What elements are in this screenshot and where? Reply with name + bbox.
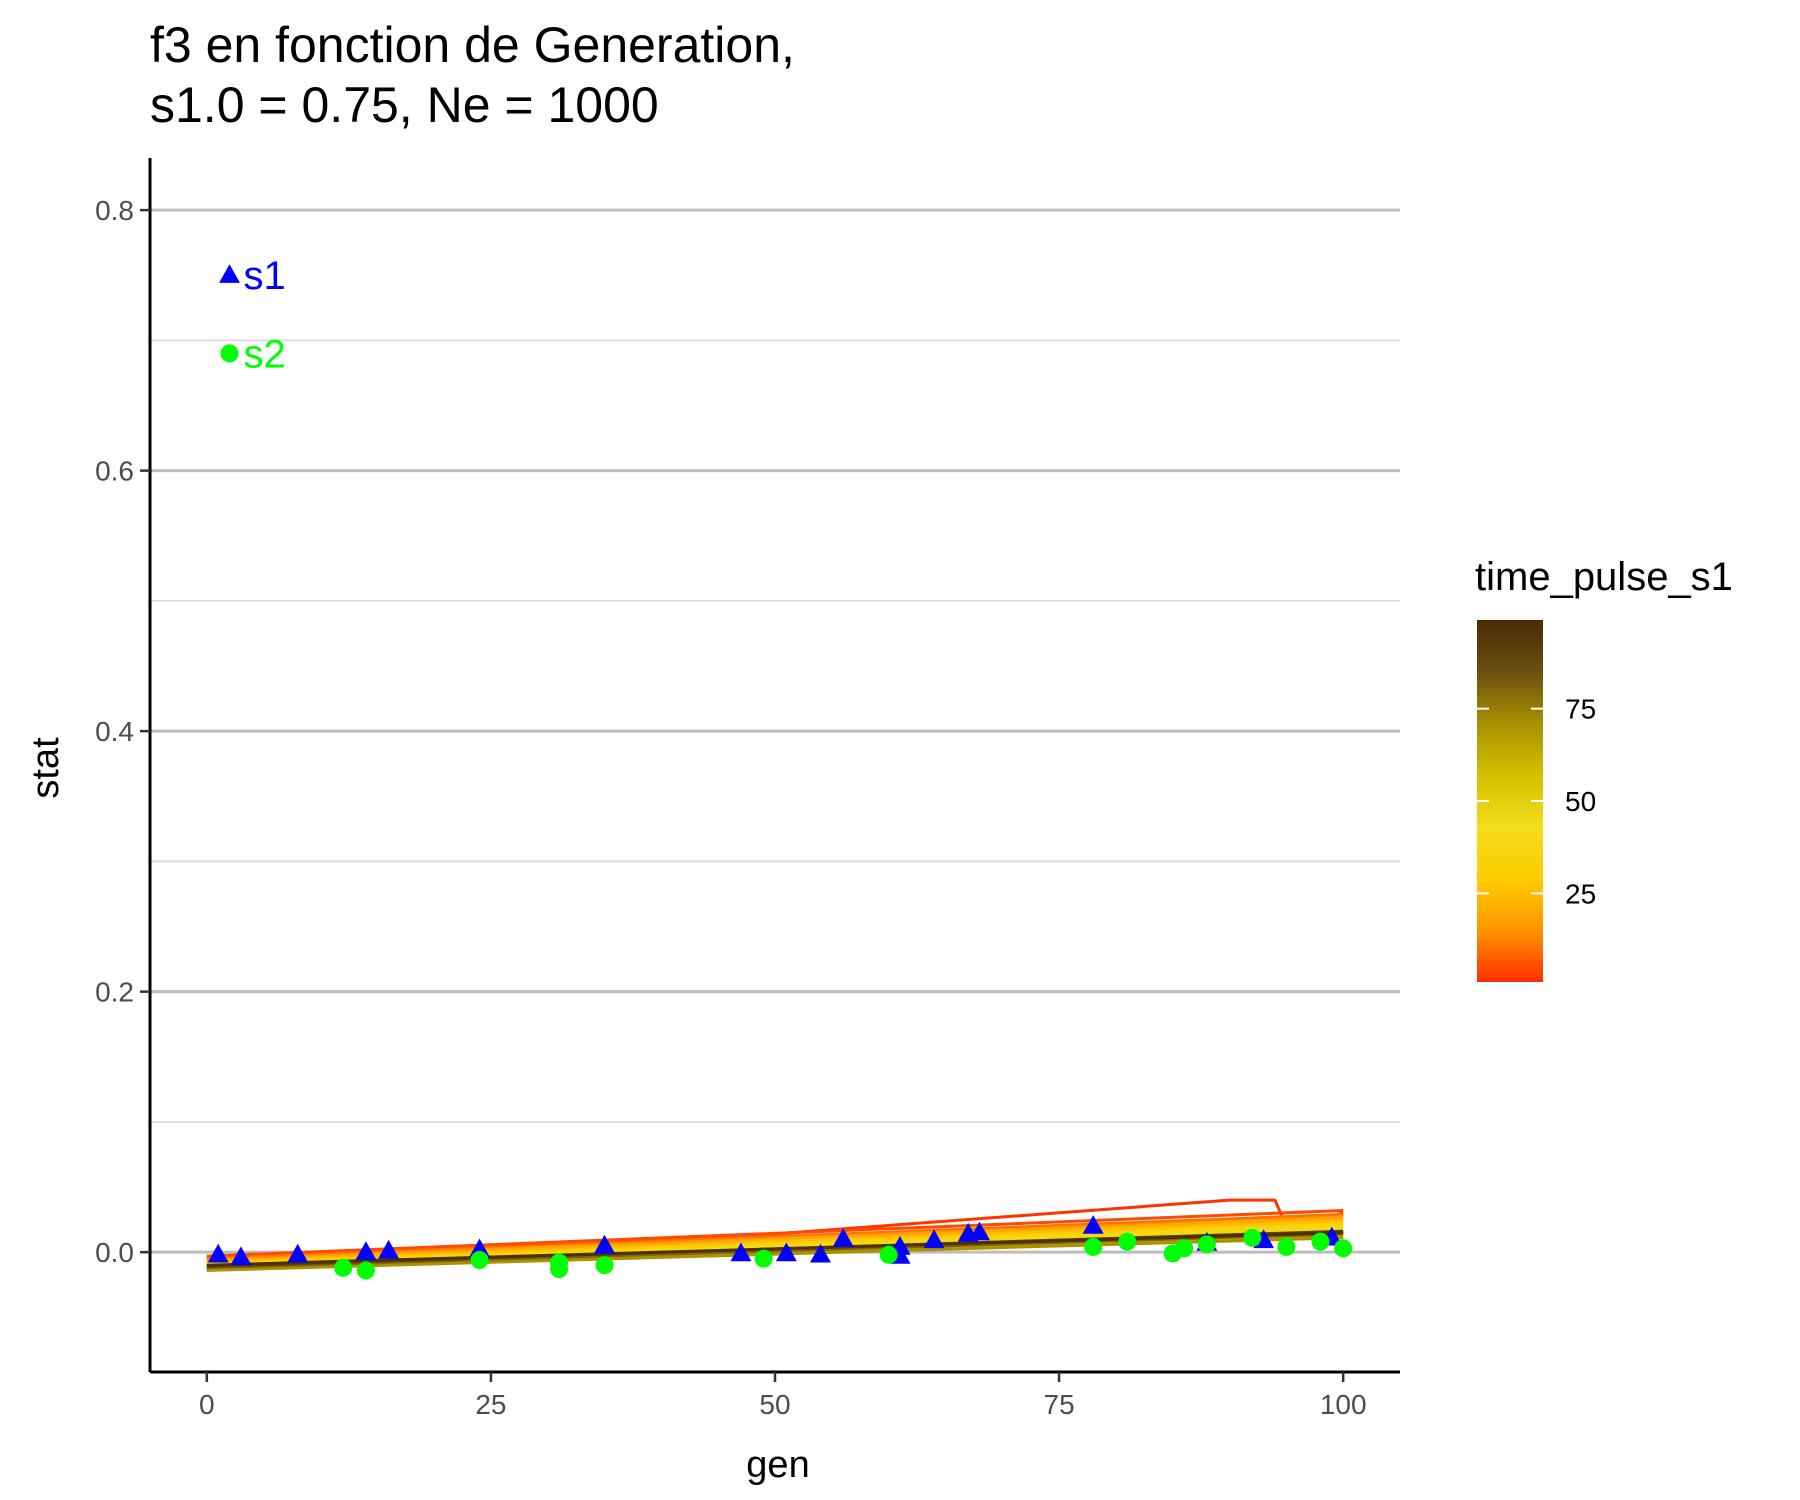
point-s2-2 — [470, 1250, 489, 1269]
x-axis-title: gen — [746, 1444, 809, 1486]
point-s1-2 — [287, 1243, 309, 1263]
point-s1-15 — [969, 1221, 990, 1241]
y-tick-label-1: 0.2 — [95, 977, 134, 1008]
point-s1-0 — [207, 1243, 229, 1263]
point-s2-4 — [550, 1260, 569, 1279]
annotations: s1 s2 — [219, 254, 286, 376]
legend-tick-label-2: 75 — [1565, 694, 1596, 725]
point-s2-6 — [754, 1249, 773, 1268]
pulse-line-80 — [206, 1232, 1344, 1270]
x-tick-label-0: 0 — [199, 1389, 215, 1420]
legend-tick-label-1: 50 — [1565, 786, 1596, 817]
x-tick-label-4: 100 — [1320, 1389, 1367, 1420]
pulse-line-97 — [206, 1231, 1344, 1267]
x-tick-label-3: 75 — [1044, 1389, 1075, 1420]
point-s1-13 — [923, 1229, 945, 1249]
point-s1-4 — [378, 1239, 400, 1259]
point-s2-14 — [1277, 1237, 1296, 1256]
point-s1-7 — [730, 1242, 752, 1262]
time-pulse-lines — [206, 1198, 1344, 1272]
x-tick-label-1: 25 — [475, 1389, 506, 1420]
axes: 0.0 0.2 0.4 0.6 0.8 0 25 50 75 100 — [95, 158, 1400, 1420]
point-s1-5 — [469, 1238, 490, 1258]
title-line-1: f3 en fonction de Generation, — [150, 17, 795, 73]
annotation-marker-s1 — [219, 264, 240, 283]
point-s2-8 — [1084, 1237, 1103, 1256]
point-s1-6 — [594, 1234, 615, 1254]
y-tick-label-0: 0.0 — [95, 1237, 134, 1268]
pulse-line-5 — [206, 1209, 1344, 1258]
legend-tick-label-0: 25 — [1565, 878, 1596, 909]
point-s2-0 — [334, 1258, 353, 1277]
legend-title: time_pulse_s1 — [1475, 555, 1733, 599]
color-legend: time_pulse_s1 25 50 75 — [1475, 555, 1733, 982]
annotation-marker-s2 — [220, 344, 239, 363]
pulse-line-70 — [206, 1236, 1344, 1272]
legend-ticks: 25 50 75 — [1477, 694, 1596, 909]
x-tick-label-2: 50 — [759, 1389, 790, 1420]
point-s2-16 — [1334, 1239, 1353, 1258]
point-s2-12 — [1197, 1235, 1216, 1254]
data-points — [207, 1215, 1353, 1280]
point-s2-5 — [595, 1256, 614, 1275]
point-s1-8 — [775, 1242, 797, 1262]
point-s2-13 — [1243, 1228, 1262, 1247]
point-s2-11 — [1175, 1239, 1194, 1258]
annotation-label-s1: s1 — [244, 254, 286, 298]
point-s1-1 — [230, 1246, 252, 1266]
pulse-line-10 — [206, 1212, 1344, 1261]
point-s2-1 — [356, 1261, 375, 1280]
point-s1-16 — [1082, 1215, 1104, 1234]
point-s1-3 — [355, 1241, 377, 1260]
y-tick-label-3: 0.6 — [95, 456, 134, 487]
point-s1-9 — [810, 1243, 831, 1263]
y-tick-label-2: 0.4 — [95, 716, 134, 747]
grid-lines — [150, 208, 1400, 1254]
y-axis-title: stat — [25, 737, 67, 799]
chart-title: f3 en fonction de Generation, s1.0 = 0.7… — [150, 17, 795, 133]
point-s2-9 — [1118, 1232, 1137, 1251]
annotation-label-s2: s2 — [244, 332, 286, 376]
point-s2-7 — [879, 1245, 898, 1264]
title-line-2: s1.0 = 0.75, Ne = 1000 — [150, 77, 659, 133]
point-s2-15 — [1311, 1232, 1330, 1251]
y-tick-label-4: 0.8 — [95, 195, 134, 226]
point-s1-10 — [832, 1228, 854, 1247]
